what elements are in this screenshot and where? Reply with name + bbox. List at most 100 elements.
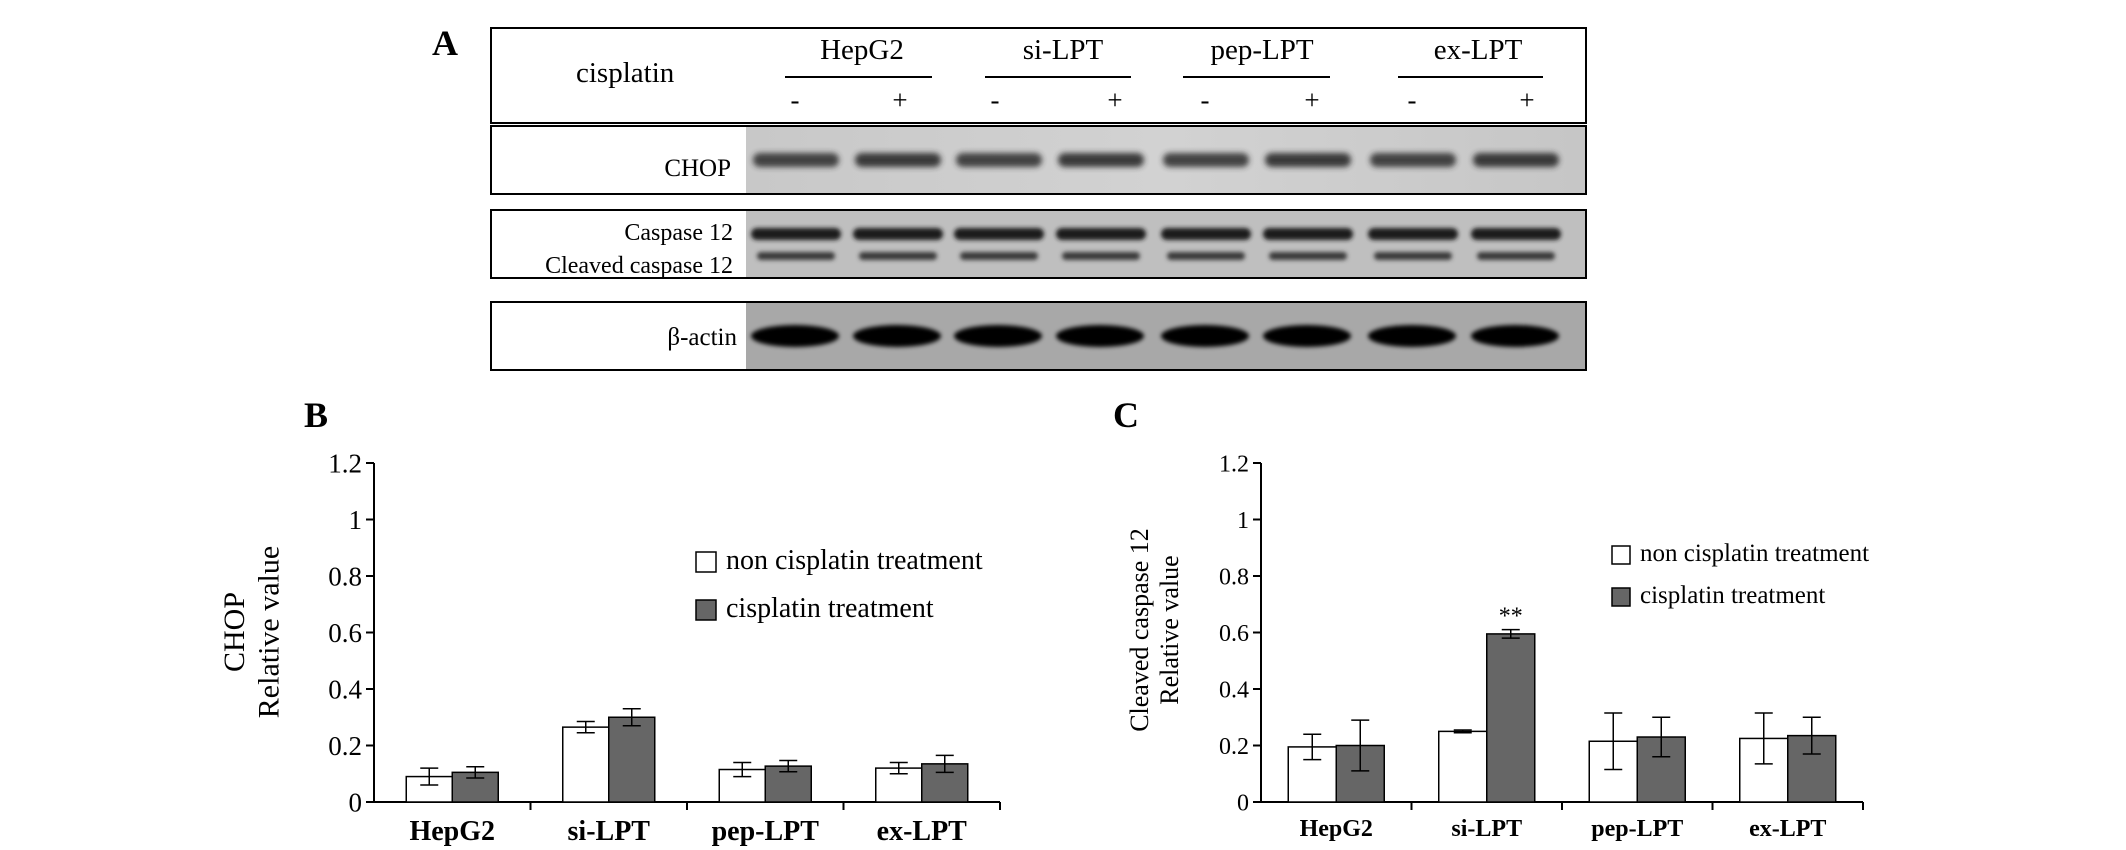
cleaved-caspase12-row-label: Cleaved caspase 12 [545, 253, 733, 279]
y-tick-label: 0.4 [328, 675, 362, 705]
category-label: ex-LPT [1749, 816, 1826, 842]
caspase12-band [1056, 228, 1146, 240]
blot-header-box [490, 27, 1587, 124]
y-tick-label: 0 [349, 788, 363, 818]
beta-actin-band [751, 325, 839, 347]
y-axis-title-line: Relative value [253, 546, 286, 718]
beta-actin-band [1368, 325, 1456, 347]
caspase-blot-image [746, 211, 1585, 277]
category-label: HepG2 [409, 816, 495, 847]
caspase12-band [954, 228, 1044, 240]
caspase12-band [1161, 228, 1251, 240]
caspase12-band [1263, 228, 1353, 240]
caspase12-band [1368, 228, 1458, 240]
legend-swatch [695, 599, 717, 621]
bar-non-cisplatin [1438, 730, 1488, 803]
cleaved-caspase12-band [859, 252, 937, 260]
cleaved-caspase12-band [1062, 252, 1140, 260]
beta-actin-band [1471, 325, 1559, 347]
y-axis-title: Cleaved caspase 12Relative value [1125, 528, 1184, 732]
lane-sign: - [1408, 85, 1417, 115]
y-tick-label: 1 [349, 505, 363, 535]
legend-swatch [695, 551, 717, 573]
y-tick-label: 0.8 [1219, 565, 1249, 591]
panel-label-b: B [304, 395, 329, 435]
y-tick-label: 1.2 [1219, 452, 1249, 478]
lane-sign: + [1304, 85, 1319, 115]
y-tick-label: 0.2 [328, 731, 362, 761]
y-tick-label: 1.2 [328, 449, 362, 479]
bar-non-cisplatin [562, 726, 610, 803]
cleaved-caspase12-band [757, 252, 835, 260]
caspase12-band [853, 228, 943, 240]
category-label: si-LPT [1451, 816, 1522, 842]
bar-cisplatin [608, 716, 656, 803]
chop-band [855, 153, 941, 167]
category-label: pep-LPT [1591, 816, 1683, 842]
category-label: si-LPT [568, 816, 651, 847]
caspase12-row-label: Caspase 12 [624, 220, 733, 246]
y-axis-title-line: CHOP [218, 592, 251, 672]
group-label-pep-lpt: pep-LPT [1210, 34, 1313, 66]
chop-band [1473, 153, 1559, 167]
cleaved-caspase12-band [1374, 252, 1452, 260]
significance-marker: ** [1499, 604, 1523, 630]
lane-sign: - [991, 85, 1000, 115]
lane-sign: - [791, 85, 800, 115]
chop-band [1058, 153, 1144, 167]
beta-actin-band [853, 325, 941, 347]
lane-sign: + [1519, 85, 1534, 115]
chop-band [1265, 153, 1351, 167]
legend-label: non cisplatin treatment [1640, 540, 1869, 567]
y-axis-title: CHOPRelative value [218, 546, 286, 718]
cleaved-caspase12-band [1167, 252, 1245, 260]
chop-band [1370, 153, 1456, 167]
beta-actin-band [1263, 325, 1351, 347]
group-label-ex-lpt: ex-LPT [1434, 34, 1523, 66]
y-tick-label: 1 [1237, 508, 1249, 534]
legend-label: cisplatin treatment [1640, 582, 1825, 609]
y-tick-label: 0.6 [328, 618, 362, 648]
y-tick-label: 0.4 [1219, 678, 1249, 704]
y-tick-label: 0.8 [328, 562, 362, 592]
lane-sign: + [892, 85, 907, 115]
cleaved-caspase12-band [1269, 252, 1347, 260]
y-axis-title-line: Cleaved caspase 12 [1125, 528, 1154, 732]
beta-actin-band [1056, 325, 1144, 347]
bar-cisplatin [1335, 744, 1385, 803]
y-axis-title-line: Relative value [1155, 555, 1184, 704]
chop-band [956, 153, 1042, 167]
caspase12-band [751, 228, 841, 240]
category-label: ex-LPT [877, 816, 968, 847]
lane-sign: - [1201, 85, 1210, 115]
group-label-si-lpt: si-LPT [1023, 34, 1104, 66]
category-label: HepG2 [1300, 816, 1373, 842]
cleaved-caspase12-band [960, 252, 1038, 260]
beta-actin-band [1161, 325, 1249, 347]
chop-band [753, 153, 839, 167]
y-tick-label: 0 [1237, 791, 1249, 817]
chop-row-label: CHOP [664, 155, 731, 182]
cisplatin-label: cisplatin [576, 57, 675, 89]
legend-label: non cisplatin treatment [726, 545, 983, 576]
bar-cisplatin [1486, 633, 1536, 803]
chop-band [1163, 153, 1249, 167]
legend-label: cisplatin treatment [726, 593, 934, 624]
beta-actin-band [954, 325, 1042, 347]
legend-swatch [1611, 587, 1631, 607]
category-label: pep-LPT [712, 816, 820, 847]
legend-swatch [1611, 545, 1631, 565]
beta-actin-row-label: β-actin [667, 324, 737, 351]
lane-sign: + [1107, 85, 1122, 115]
caspase12-band [1471, 228, 1561, 240]
bar-non-cisplatin [875, 767, 923, 803]
cleaved-caspase12-band [1477, 252, 1555, 260]
group-label-hepg2: HepG2 [820, 34, 904, 66]
panel-label-a: A [432, 23, 458, 63]
y-tick-label: 0.6 [1219, 621, 1249, 647]
y-tick-label: 0.2 [1219, 734, 1249, 760]
panel-label-c: C [1113, 395, 1139, 435]
